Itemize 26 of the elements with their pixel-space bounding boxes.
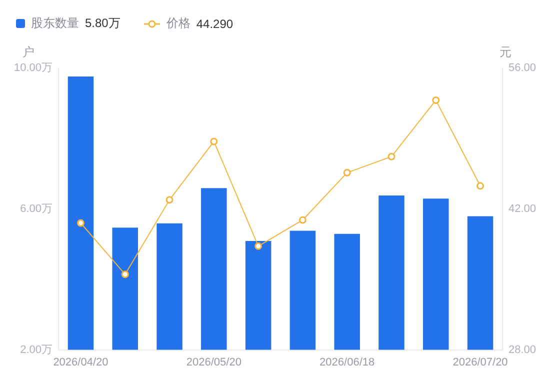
text: 44.290 — [196, 16, 234, 30]
point — [298, 216, 306, 224]
point — [76, 219, 84, 227]
point — [121, 270, 129, 278]
point — [388, 152, 396, 160]
y-tick-label: 2.00万 — [20, 344, 53, 356]
y2-tick-label: 56.00 — [508, 62, 536, 74]
point — [476, 182, 484, 190]
y-axis-title: 户 — [22, 45, 35, 59]
y-tick-label: 10.00万 — [14, 62, 53, 74]
point — [210, 138, 218, 146]
point — [432, 96, 440, 104]
point — [343, 168, 351, 176]
y-tick-label: 6.00万 — [20, 202, 53, 215]
point — [166, 196, 174, 204]
x-tick-label: 2026/04/20 — [53, 356, 108, 368]
legend-label: 股东数量 — [31, 15, 79, 32]
y2-tick-label: 42.00 — [508, 202, 536, 215]
y2-axis-title: 元 — [499, 45, 512, 59]
point — [254, 242, 262, 250]
y2-tick-label: 28.00 — [508, 344, 536, 356]
legend-label: 价格 — [166, 15, 190, 32]
x-tick-label: 2026/05/20 — [186, 356, 242, 368]
x-tick-label: 2026/07/20 — [452, 356, 508, 368]
x-tick-label: 2026/06/18 — [320, 356, 375, 368]
text: 5.80万 — [85, 15, 120, 32]
